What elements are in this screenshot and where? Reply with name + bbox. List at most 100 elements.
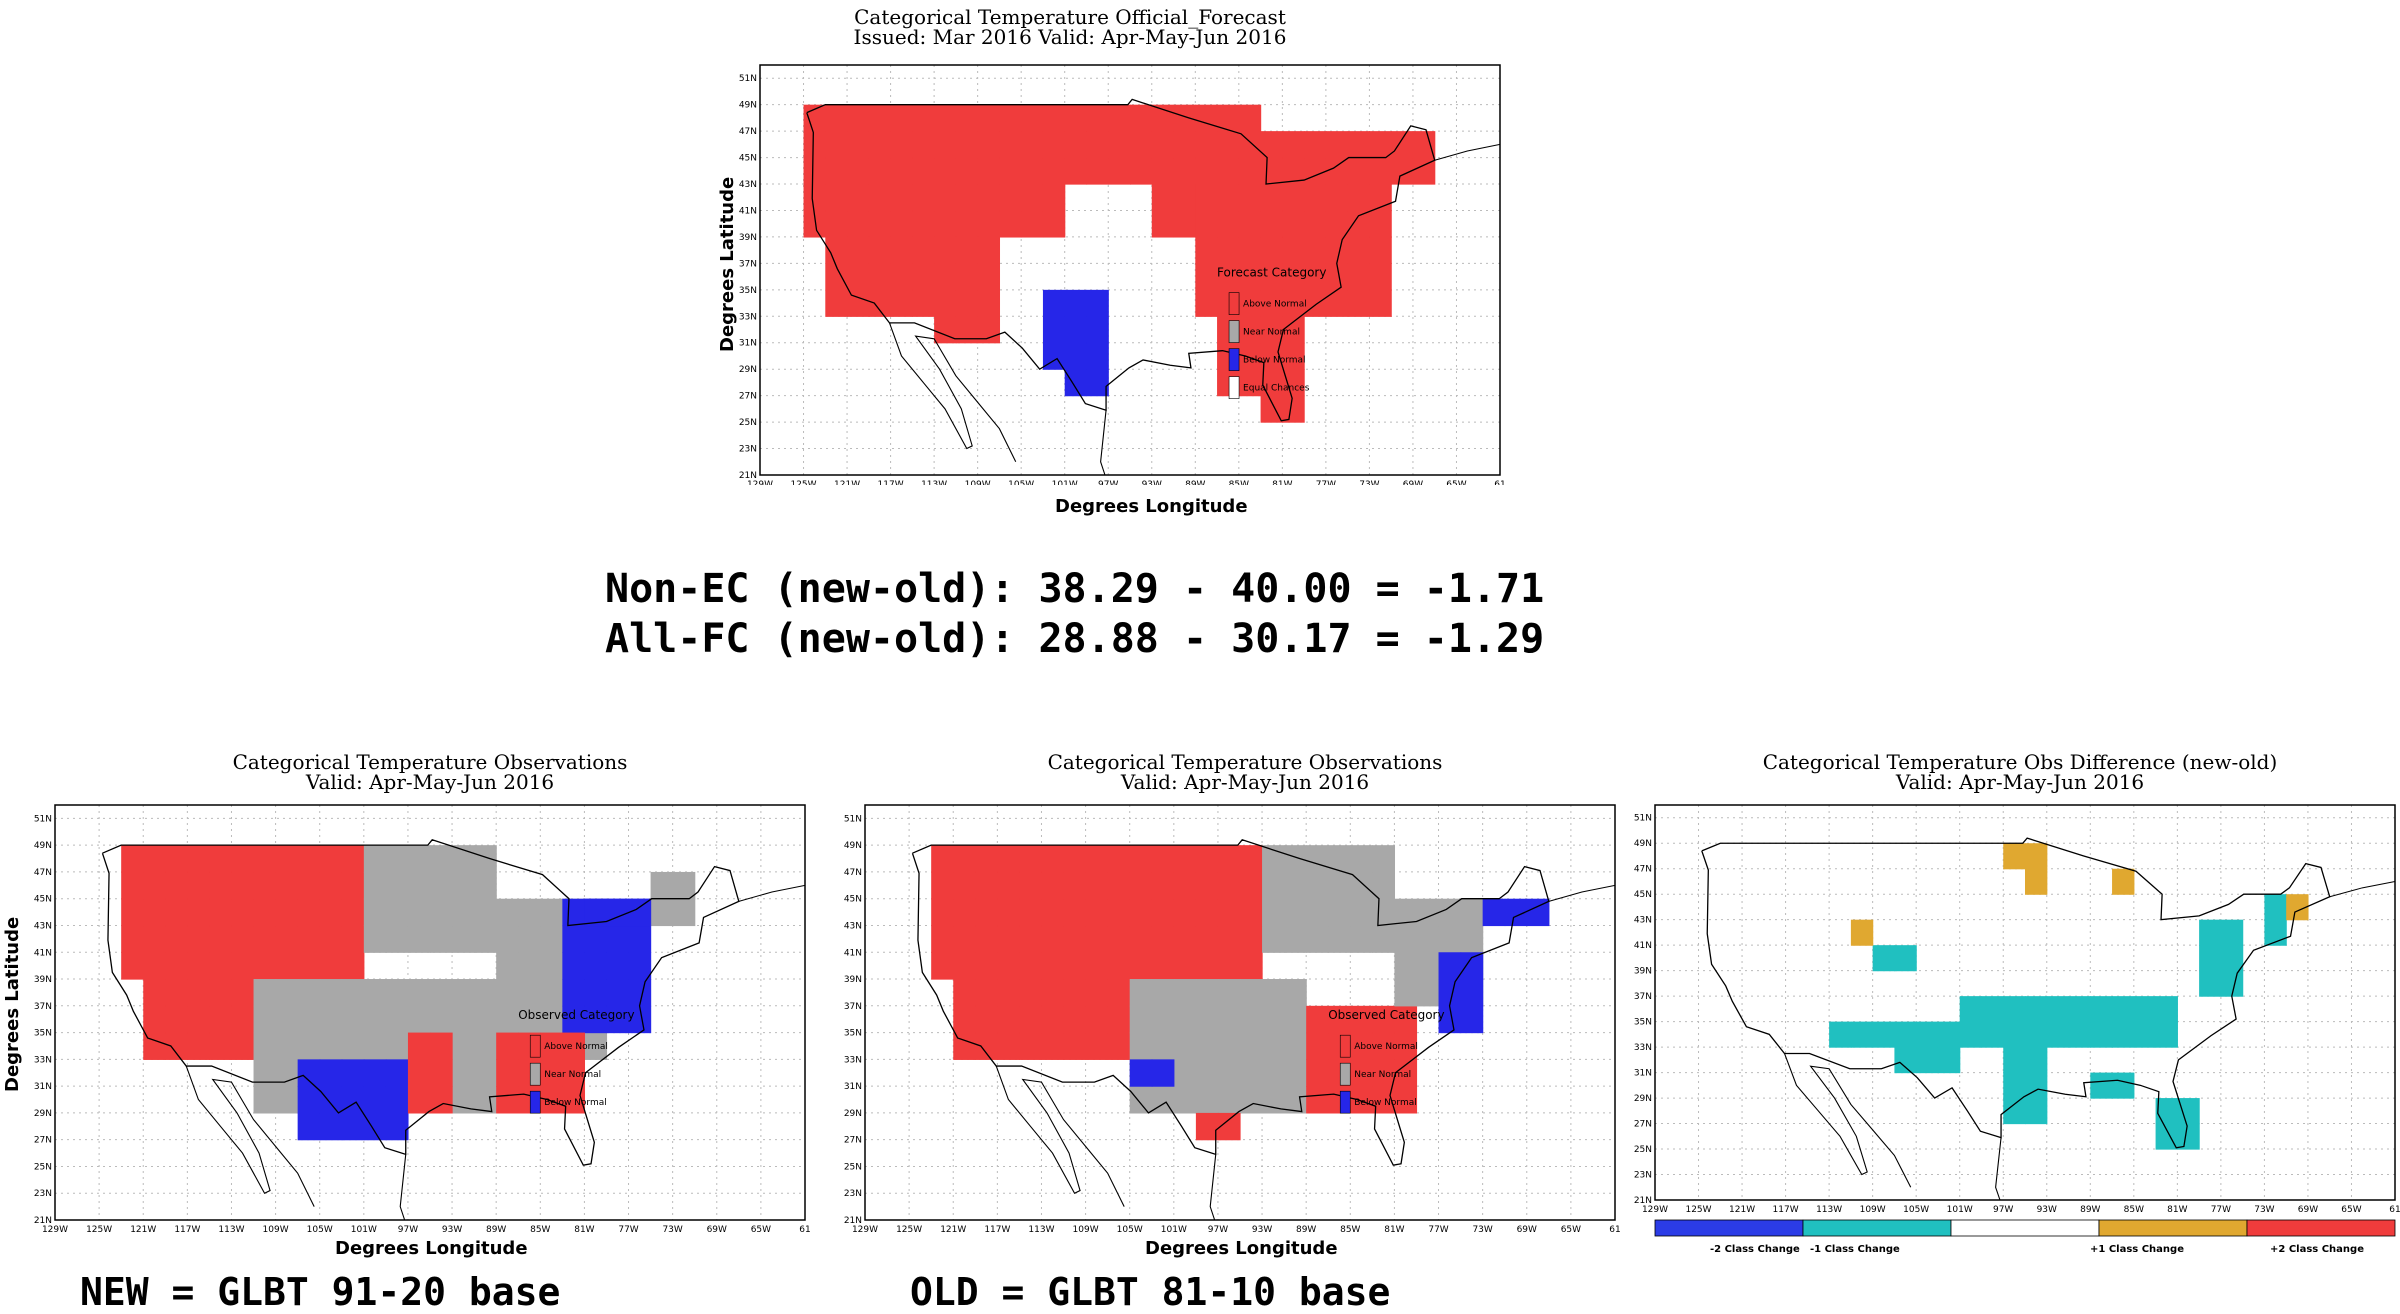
lat-tick-label: 43N xyxy=(844,921,862,931)
grid-cell xyxy=(1282,316,1305,344)
grid-cell xyxy=(165,925,188,953)
grid-cell xyxy=(187,871,211,900)
lat-tick-label: 25N xyxy=(34,1162,52,1172)
grid-cell xyxy=(953,979,976,1007)
lon-tick-label: 121W xyxy=(940,1225,966,1235)
grid-cell xyxy=(1325,184,1349,212)
grid-cell xyxy=(385,871,409,900)
grid-cell xyxy=(363,925,387,953)
grid-cell xyxy=(1306,898,1329,927)
grid-cell xyxy=(1325,236,1349,264)
grid-cell xyxy=(165,845,188,873)
grid-cell xyxy=(363,845,387,873)
grid-cell xyxy=(1372,871,1396,900)
lat-tick-label: 41N xyxy=(739,206,757,216)
lat-tick-label: 45N xyxy=(739,154,757,164)
colorbar-label: +2 Class Change xyxy=(2270,1244,2364,1255)
grid-cell xyxy=(825,263,848,291)
lon-tick-label: 61 xyxy=(1609,1225,1620,1235)
lat-tick-label: 23N xyxy=(844,1189,862,1199)
grid-cell xyxy=(1063,845,1087,873)
lat-tick-label: 37N xyxy=(844,1002,862,1012)
grid-cell xyxy=(1042,157,1066,185)
grid-cell xyxy=(1107,898,1131,927)
mexico-coast xyxy=(1209,1154,1217,1221)
grid-cell xyxy=(1284,898,1307,927)
grid-cell xyxy=(187,1032,211,1060)
grid-cell xyxy=(187,952,211,980)
grid-cell xyxy=(2025,1072,2048,1099)
grid-cell xyxy=(1173,979,1197,1007)
grid-cell xyxy=(997,952,1021,980)
grid-cell xyxy=(1041,979,1065,1007)
grid-cell xyxy=(231,1032,255,1060)
grid-cell xyxy=(997,925,1021,953)
grid-cell xyxy=(209,925,233,953)
grid-cell xyxy=(1151,871,1175,900)
grid-cell xyxy=(1107,1032,1131,1060)
grid-cell xyxy=(1328,1005,1351,1034)
grid-cell xyxy=(1240,952,1263,980)
lat-tick-label: 25N xyxy=(739,418,757,428)
grid-cell xyxy=(847,210,870,238)
grid-cell xyxy=(977,289,1001,317)
grid-cell xyxy=(1195,263,1218,291)
lat-tick-label: 47N xyxy=(739,127,757,137)
grid-cell xyxy=(1438,952,1462,980)
lat-tick-label: 45N xyxy=(34,895,52,905)
grid-cell xyxy=(297,1086,321,1114)
grid-cell xyxy=(1217,925,1241,953)
grid-cell xyxy=(2199,970,2222,997)
legend-label: Above Normal xyxy=(1354,1042,1418,1052)
grid-cell xyxy=(407,1086,431,1114)
right-title-1: Categorical Temperature Obs Difference (… xyxy=(1762,750,2278,774)
lon-tick-label: 61 xyxy=(2389,1205,2400,1215)
grid-cell xyxy=(1041,898,1065,927)
grid-cell xyxy=(628,898,652,927)
grid-cell xyxy=(912,131,935,159)
right-title-2: Valid: Apr-May-Jun 2016 xyxy=(1895,770,2145,794)
grid-cell xyxy=(275,1005,299,1034)
grid-cell xyxy=(1240,898,1263,927)
grid-cell xyxy=(584,1032,608,1060)
grid-cell xyxy=(1042,184,1066,212)
grid-cell xyxy=(1107,871,1131,900)
grid-cell xyxy=(1195,925,1219,953)
grid-cell xyxy=(1262,1032,1285,1060)
plot-frame xyxy=(1654,804,2396,1201)
lat-tick-label: 47N xyxy=(34,868,52,878)
grid-cell xyxy=(253,1059,277,1087)
grid-cell xyxy=(997,1032,1021,1060)
lon-tick-label: 73W xyxy=(662,1225,682,1235)
grid-cell xyxy=(253,871,277,900)
grid-cell xyxy=(165,1005,188,1034)
left-xlabel: Degrees Longitude xyxy=(335,1238,528,1259)
lat-tick-label: 27N xyxy=(844,1136,862,1146)
grid-cell xyxy=(275,1032,299,1060)
grid-cell xyxy=(253,1032,277,1060)
grid-cell xyxy=(1129,952,1153,980)
grid-cell xyxy=(1260,289,1283,317)
grid-cell xyxy=(2177,1123,2200,1150)
grid-cell xyxy=(297,925,321,953)
grid-cell xyxy=(1238,342,1262,370)
grid-cell xyxy=(430,871,453,900)
lon-tick-label: 97W xyxy=(1208,1225,1228,1235)
lat-tick-label: 37N xyxy=(34,1002,52,1012)
grid-cell xyxy=(1085,1005,1109,1034)
grid-cell xyxy=(1151,184,1175,212)
grid-cell xyxy=(999,131,1022,159)
grid-cell xyxy=(2025,1098,2048,1125)
lat-tick-label: 35N xyxy=(739,286,757,296)
legend-swatch xyxy=(1228,292,1240,315)
grid-cell xyxy=(1173,845,1197,873)
grid-cell xyxy=(319,1059,343,1087)
grid-cell xyxy=(341,845,365,873)
colorbar-label: -1 Class Change xyxy=(1810,1244,1900,1255)
grid-cell xyxy=(297,1032,321,1060)
grid-cell xyxy=(496,979,519,1007)
grid-cell xyxy=(999,104,1022,132)
grid-cell xyxy=(253,979,277,1007)
grid-cell xyxy=(1394,1086,1418,1114)
grid-cell xyxy=(803,157,826,185)
